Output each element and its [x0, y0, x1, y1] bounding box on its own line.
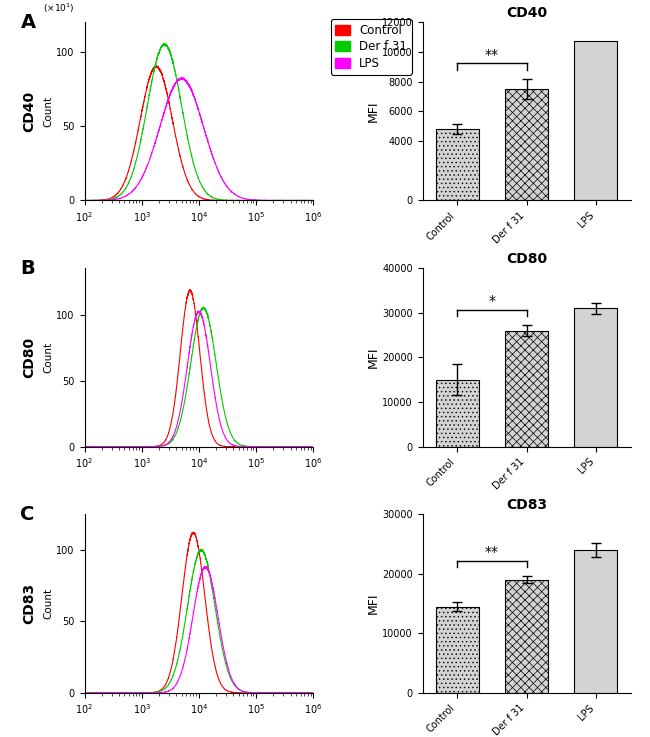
Text: A: A — [20, 13, 36, 32]
Y-axis label: Count: Count — [44, 96, 53, 127]
Bar — [505, 331, 548, 447]
Bar — [575, 41, 618, 200]
Title: CD83: CD83 — [506, 498, 547, 512]
Y-axis label: Count: Count — [44, 342, 53, 373]
Text: $(\times 10^1)$: $(\times 10^1)$ — [44, 1, 75, 15]
Text: CD40: CD40 — [22, 91, 36, 132]
Y-axis label: Count: Count — [44, 588, 53, 619]
Bar — [505, 580, 548, 693]
Title: CD40: CD40 — [506, 6, 547, 20]
Bar — [436, 129, 478, 200]
Text: **: ** — [485, 545, 499, 559]
Text: *: * — [488, 294, 495, 308]
Text: **: ** — [485, 48, 499, 62]
Bar — [436, 380, 478, 447]
Legend: Control, Der f 31, LPS: Control, Der f 31, LPS — [331, 19, 411, 74]
Title: CD80: CD80 — [506, 252, 547, 266]
Bar — [575, 308, 618, 447]
Bar — [436, 607, 478, 693]
Text: CD83: CD83 — [22, 583, 36, 624]
Text: CD80: CD80 — [22, 337, 36, 378]
Y-axis label: MFI: MFI — [366, 593, 379, 615]
Bar — [575, 550, 618, 693]
Text: B: B — [20, 259, 35, 279]
Y-axis label: MFI: MFI — [366, 100, 379, 122]
Y-axis label: MFI: MFI — [366, 346, 379, 368]
Text: C: C — [20, 506, 35, 525]
Bar — [505, 89, 548, 200]
